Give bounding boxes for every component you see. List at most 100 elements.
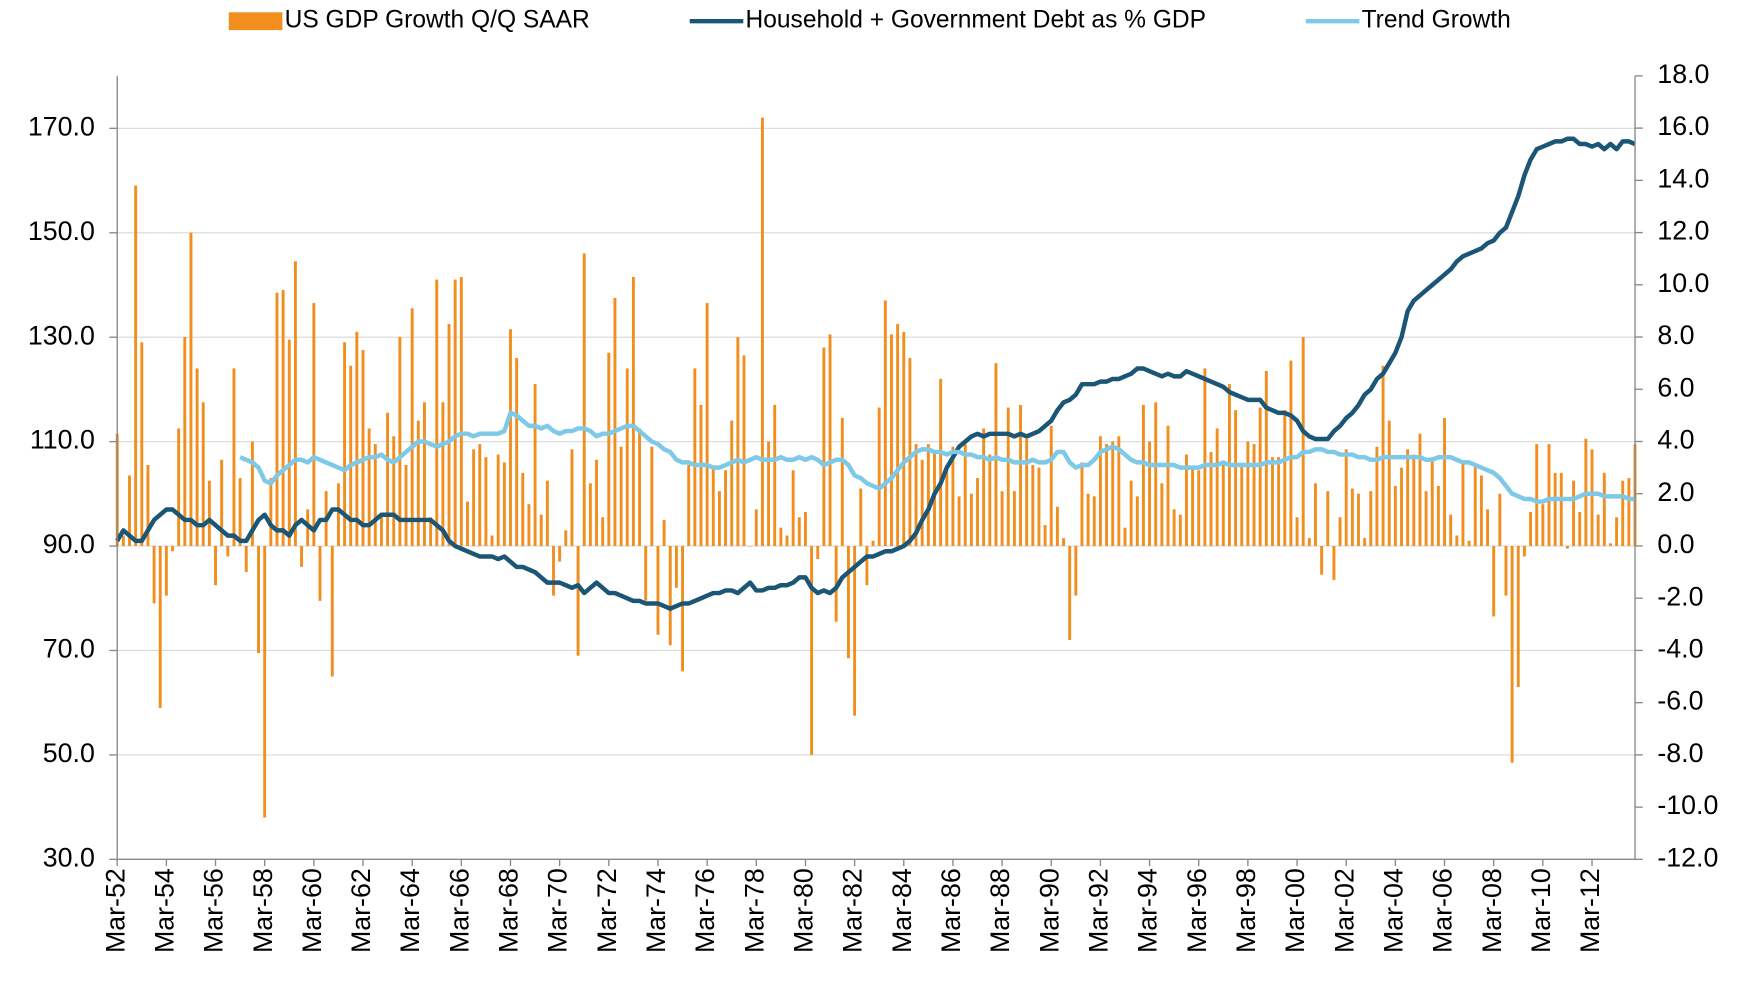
bar [1068, 545, 1072, 640]
bar [957, 496, 961, 546]
bar [1000, 491, 1004, 546]
x-tick-label: Mar-96 [1182, 868, 1212, 953]
bar [152, 545, 156, 604]
bar [232, 368, 236, 546]
bar [171, 545, 174, 552]
bar [644, 545, 648, 601]
bar [429, 517, 433, 546]
bar [1025, 438, 1029, 546]
y2-tick-label: 4.0 [1657, 425, 1694, 455]
bar [361, 350, 365, 546]
bar [1621, 480, 1625, 546]
bar [300, 545, 304, 567]
y2-tick-label: 0.0 [1657, 529, 1694, 559]
bar [724, 470, 728, 546]
bar [601, 517, 605, 546]
bar [1516, 545, 1520, 687]
bar [558, 545, 562, 562]
bar [1301, 337, 1305, 546]
bar [177, 428, 181, 546]
bar [410, 308, 414, 546]
bar [945, 465, 949, 546]
bar [748, 545, 752, 547]
bar [1129, 480, 1133, 546]
bar [1608, 543, 1612, 546]
bar [926, 444, 930, 546]
bar [214, 545, 217, 586]
bar [226, 545, 230, 557]
bar [779, 527, 783, 546]
bar [1154, 402, 1158, 546]
bar [496, 454, 500, 546]
bar [674, 545, 678, 588]
y2-tick-label: 14.0 [1657, 163, 1709, 193]
x-tick-label: Mar-76 [690, 868, 720, 953]
y2-tick-label: 6.0 [1657, 372, 1694, 402]
bar [1553, 472, 1557, 546]
bar [797, 517, 801, 546]
bar [625, 368, 629, 546]
bar [1135, 496, 1139, 546]
line-series [115, 136, 1636, 611]
bar [1344, 449, 1348, 546]
bar [982, 428, 986, 546]
x-tick-label: Mar-82 [838, 868, 868, 953]
bar [545, 480, 549, 546]
bar [662, 519, 666, 546]
bar [828, 334, 832, 546]
line-series [239, 410, 1636, 504]
bar [1363, 538, 1367, 546]
y2-tick-label: 10.0 [1657, 268, 1709, 298]
bar [459, 276, 463, 546]
x-tick-label: Mar-98 [1231, 868, 1261, 953]
bar [717, 491, 721, 546]
bar [736, 337, 740, 546]
bar [681, 545, 684, 672]
bar [158, 545, 162, 708]
bar [1049, 425, 1053, 546]
bar [588, 483, 592, 546]
x-tick-label: Mar-62 [346, 868, 376, 953]
bar [914, 444, 918, 546]
bar [1473, 465, 1477, 546]
bar [1436, 485, 1440, 546]
bar [1160, 483, 1164, 546]
x-tick-label: Mar-06 [1428, 868, 1458, 953]
bar [1479, 475, 1483, 546]
bar [367, 428, 371, 546]
bar [398, 337, 402, 546]
bar [1264, 370, 1268, 546]
bar [1332, 545, 1336, 580]
bar [687, 465, 691, 546]
bar [1062, 538, 1065, 546]
bar [386, 412, 390, 546]
bar [1400, 467, 1403, 546]
x-tick-label: Mar-64 [395, 868, 425, 953]
x-tick-label: Mar-00 [1280, 868, 1310, 953]
bar [1369, 491, 1373, 546]
bar [582, 253, 586, 546]
y2-tick-label: 12.0 [1657, 216, 1709, 246]
bar [416, 420, 420, 546]
y2-tick-label: -10.0 [1657, 790, 1718, 820]
bar [963, 444, 967, 546]
bar [1578, 512, 1582, 546]
bar [988, 454, 992, 546]
y-tick-label: 130.0 [28, 320, 95, 350]
bar [1080, 462, 1084, 546]
x-tick-label: Mar-02 [1329, 868, 1359, 953]
x-tick-label: Mar-74 [641, 868, 671, 953]
bar [343, 342, 347, 546]
y2-tick-label: -12.0 [1657, 842, 1718, 872]
legend-swatch [228, 12, 283, 31]
bar [509, 329, 512, 546]
bar [349, 365, 353, 546]
bar [1111, 441, 1115, 546]
bar [1209, 451, 1213, 546]
x-tick-label: Mar-12 [1575, 868, 1605, 953]
bar [441, 402, 445, 546]
x-tick-label: Mar-84 [887, 868, 917, 953]
bar [976, 478, 979, 546]
bar [1074, 545, 1078, 596]
